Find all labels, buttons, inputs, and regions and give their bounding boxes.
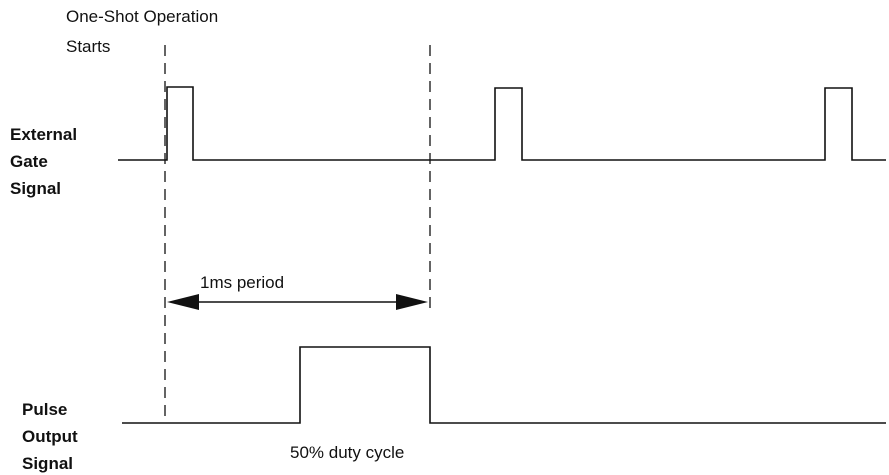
arrow-head xyxy=(396,294,428,310)
duty-label: 50% duty cycle xyxy=(290,443,404,462)
signal-label: Signal xyxy=(10,179,61,198)
start-label: Starts xyxy=(66,37,110,56)
signal-label: External xyxy=(10,125,77,144)
pulse-waveform xyxy=(122,346,886,424)
gate-waveform xyxy=(118,86,886,161)
arrow-head xyxy=(167,294,199,310)
period-label: 1ms period xyxy=(200,273,284,292)
signal-label: Signal xyxy=(22,454,73,473)
start-label: One-Shot Operation xyxy=(66,7,218,26)
signal-label: Gate xyxy=(10,152,48,171)
signal-label: Output xyxy=(22,427,78,446)
signal-label: Pulse xyxy=(22,400,67,419)
